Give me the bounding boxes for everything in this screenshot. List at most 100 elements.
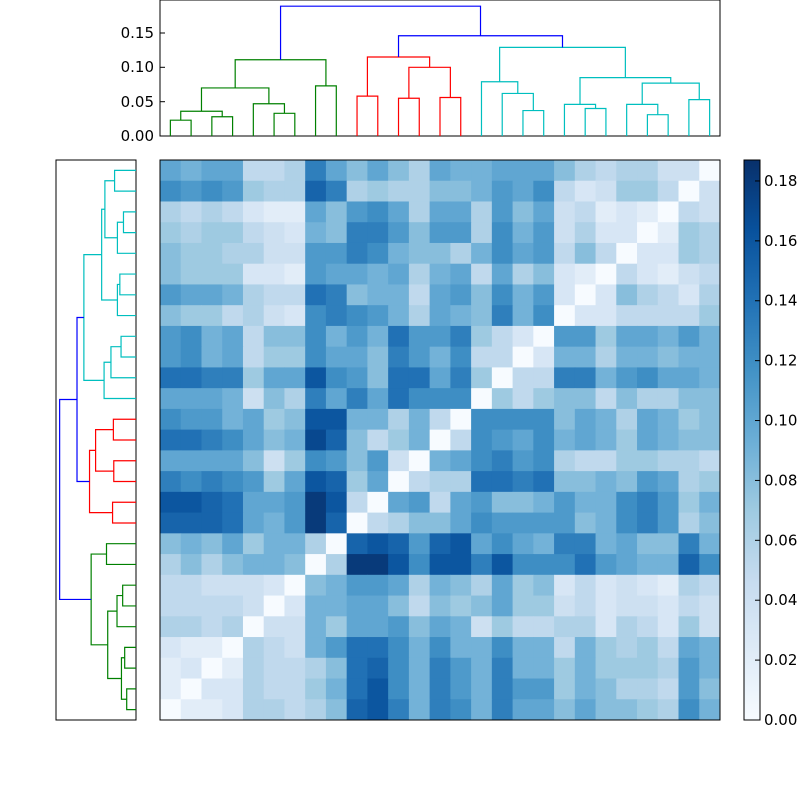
heatmap-cell	[180, 201, 202, 223]
heatmap-cell	[346, 284, 368, 306]
heatmap-cell	[222, 699, 244, 721]
heatmap-cell	[533, 471, 555, 493]
heatmap-cell	[657, 388, 680, 410]
heatmap-cell	[491, 491, 514, 514]
heatmap-cell	[242, 491, 265, 514]
heatmap-cell	[595, 533, 617, 555]
heatmap-cell	[222, 512, 244, 534]
heatmap-cell	[305, 429, 327, 451]
heatmap-cell	[699, 678, 721, 700]
heatmap-cell	[471, 160, 493, 182]
heatmap-cell	[408, 325, 431, 348]
heatmap-cell	[367, 637, 389, 659]
heatmap-cell	[699, 574, 721, 597]
heatmap-cell	[678, 616, 700, 638]
heatmap-cell	[242, 160, 265, 182]
heatmap-cell	[367, 325, 389, 348]
heatmap-cell	[201, 160, 223, 182]
heatmap-cell	[346, 471, 368, 493]
dendrogram-link	[122, 584, 136, 607]
heatmap-cell	[367, 554, 389, 576]
heatmap-cell	[367, 699, 389, 721]
heatmap-cell	[595, 284, 617, 306]
heatmap-cell	[657, 678, 680, 700]
heatmap-cell	[180, 533, 202, 555]
heatmap-cell	[263, 574, 285, 597]
heatmap-cell	[657, 616, 680, 638]
heatmap-cell	[533, 595, 555, 617]
heatmap-cell	[699, 491, 721, 514]
heatmap-cell	[180, 595, 202, 617]
heatmap-cell	[305, 595, 327, 617]
heatmap-cell	[388, 616, 410, 638]
heatmap-cell	[595, 222, 617, 244]
heatmap-cell	[284, 678, 306, 700]
dendrogram-link	[584, 107, 607, 136]
heatmap-cell	[429, 554, 451, 576]
heatmap-cell	[263, 491, 285, 514]
heatmap-cell	[533, 367, 555, 389]
heatmap-cell	[284, 429, 306, 451]
heatmap-cell	[263, 471, 285, 493]
heatmap-cell	[408, 180, 431, 202]
heatmap-cell	[180, 616, 202, 638]
heatmap-cell	[284, 554, 306, 576]
heatmap-cell	[180, 222, 202, 244]
heatmap-cell	[367, 408, 389, 431]
heatmap-cell	[554, 242, 576, 265]
heatmap-cell	[471, 678, 493, 700]
heatmap-cell	[678, 346, 700, 368]
heatmap-cell	[367, 242, 389, 265]
heatmap-cell	[637, 450, 659, 472]
heatmap-cell	[408, 201, 431, 223]
y-tick-label: 0.05	[121, 93, 154, 111]
heatmap-cell	[595, 305, 617, 327]
heatmap-cell	[512, 554, 534, 576]
heatmap-cell	[325, 699, 348, 721]
heatmap-cell	[429, 595, 451, 617]
heatmap-cell	[388, 491, 410, 514]
heatmap-cell	[637, 305, 659, 327]
heatmap-cell	[325, 325, 348, 348]
colorbar-tick-label: 0.14	[764, 292, 797, 310]
heatmap-cell	[305, 450, 327, 472]
heatmap-cell	[367, 574, 389, 597]
y-tick-label: 0.10	[121, 58, 154, 76]
heatmap-cell	[574, 533, 597, 555]
heatmap-cell	[595, 263, 617, 285]
heatmap-cell	[284, 471, 306, 493]
heatmap-cell	[408, 616, 431, 638]
heatmap-cell	[512, 284, 534, 306]
heatmap-cell	[222, 180, 244, 202]
heatmap-cell	[284, 305, 306, 327]
heatmap-cell	[284, 699, 306, 721]
heatmap-cell	[180, 346, 202, 368]
heatmap-cell	[450, 554, 472, 576]
heatmap-cell	[678, 367, 700, 389]
heatmap-cell	[346, 574, 368, 597]
heatmap-cell	[284, 160, 306, 182]
heatmap-cell	[595, 512, 617, 534]
heatmap-cell	[657, 450, 680, 472]
heatmap-cell	[512, 450, 534, 472]
heatmap-cell	[471, 346, 493, 368]
dendrogram-link	[107, 610, 122, 680]
heatmap-cell	[471, 284, 493, 306]
heatmap-cell	[346, 201, 368, 223]
heatmap-cell	[450, 471, 472, 493]
heatmap-cell	[284, 657, 306, 680]
heatmap-cell	[284, 450, 306, 472]
heatmap-cell	[284, 388, 306, 410]
heatmap-cell	[180, 367, 202, 389]
heatmap-cell	[471, 574, 493, 597]
colorbar-tick-label: 0.00	[764, 711, 797, 729]
heatmap-cell	[678, 305, 700, 327]
heatmap-cell	[284, 408, 306, 431]
heatmap-cell	[367, 160, 389, 182]
heatmap-cell	[471, 429, 493, 451]
heatmap-cell	[284, 325, 306, 348]
heatmap-cell	[325, 554, 348, 576]
heatmap-cell	[242, 284, 265, 306]
heatmap-cell	[637, 491, 659, 514]
